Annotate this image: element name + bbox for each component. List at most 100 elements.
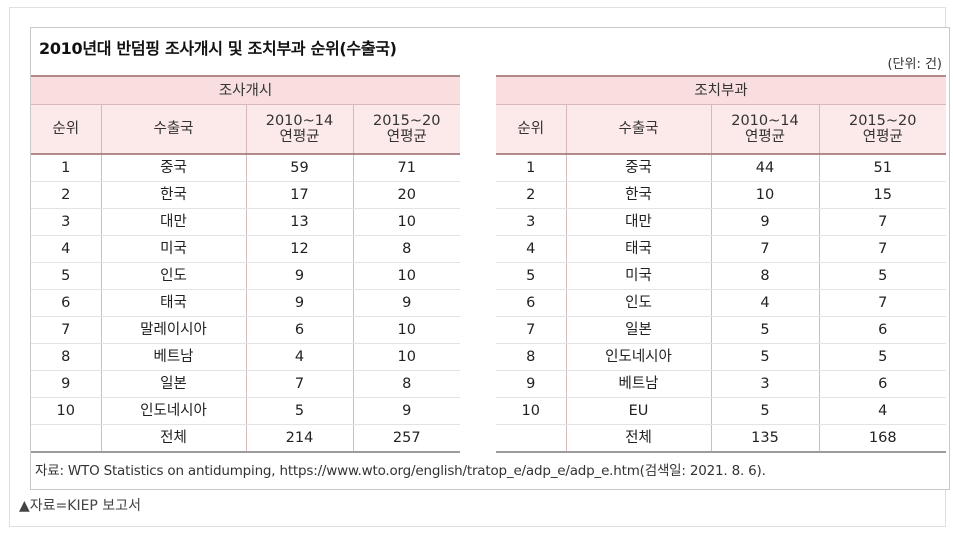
rank-cell: 6: [31, 289, 102, 317]
country-cell: 한국: [566, 181, 712, 209]
table-row: 7 말레이시아 6 10: [31, 316, 460, 344]
table-row: 2 한국 17 20: [31, 181, 460, 209]
value-2010-14-cell: 4: [711, 289, 820, 317]
group-header-row: 조치부과: [496, 75, 946, 105]
value-2015-20-cell: 4: [819, 397, 946, 425]
table-row: 6 태국 9 9: [31, 289, 460, 317]
country-header: 수출국: [101, 104, 247, 155]
total-2010-14-cell: 135: [711, 424, 820, 453]
rank-cell: 5: [496, 262, 567, 290]
total-row: 전체 135 168: [496, 424, 946, 453]
period-2015-20-header: 2015~20 연평균: [353, 104, 460, 155]
country-cell: EU: [566, 397, 712, 425]
rank-cell: 1: [496, 154, 567, 182]
period-2015-20-header: 2015~20 연평균: [819, 104, 946, 155]
column-header-row: 순위 수출국 2010~14 연평균 2015~20 연평균: [31, 104, 460, 155]
total-rank-cell: [31, 424, 102, 453]
table-row: 6 인도 4 7: [496, 289, 946, 317]
value-2010-14-cell: 44: [711, 154, 820, 182]
value-2015-20-cell: 5: [819, 343, 946, 371]
table-row: 5 미국 8 5: [496, 262, 946, 290]
country-cell: 일본: [566, 316, 712, 344]
value-2010-14-cell: 7: [711, 235, 820, 263]
country-cell: 인도네시아: [101, 397, 247, 425]
country-cell: 인도: [101, 262, 247, 290]
country-cell: 태국: [101, 289, 247, 317]
value-2010-14-cell: 17: [246, 181, 354, 209]
table-row: 7 일본 5 6: [496, 316, 946, 344]
rank-cell: 5: [31, 262, 102, 290]
country-cell: 인도네시아: [566, 343, 712, 371]
country-cell: 인도: [566, 289, 712, 317]
country-cell: 미국: [566, 262, 712, 290]
country-cell: 일본: [101, 370, 247, 398]
total-2010-14-cell: 214: [246, 424, 354, 453]
value-2010-14-cell: 10: [711, 181, 820, 209]
value-2015-20-cell: 7: [819, 208, 946, 236]
country-cell: 말레이시아: [101, 316, 247, 344]
total-row: 전체 214 257: [31, 424, 460, 453]
value-2015-20-cell: 10: [353, 262, 460, 290]
table-title: 2010년대 반덤핑 조사개시 및 조치부과 순위(수출국): [39, 39, 397, 58]
value-2010-14-cell: 12: [246, 235, 354, 263]
value-2015-20-cell: 51: [819, 154, 946, 182]
value-2015-20-cell: 20: [353, 181, 460, 209]
period-2010-14-header: 2010~14 연평균: [246, 104, 354, 155]
value-2010-14-cell: 13: [246, 208, 354, 236]
value-2010-14-cell: 7: [246, 370, 354, 398]
table-row: 4 미국 12 8: [31, 235, 460, 263]
value-2010-14-cell: 5: [711, 397, 820, 425]
table-row: 9 일본 7 8: [31, 370, 460, 398]
value-2010-14-cell: 9: [246, 262, 354, 290]
value-2015-20-cell: 9: [353, 289, 460, 317]
value-2010-14-cell: 59: [246, 154, 354, 182]
total-label: 전체: [566, 424, 712, 453]
table-panel: 2010년대 반덤핑 조사개시 및 조치부과 순위(수출국) (단위: 건) 조…: [30, 27, 950, 490]
unit-label: (단위: 건): [887, 57, 942, 72]
table-row: 2 한국 10 15: [496, 181, 946, 209]
rank-cell: 6: [496, 289, 567, 317]
country-header: 수출국: [566, 104, 712, 155]
total-2015-20-cell: 257: [353, 424, 460, 453]
value-2015-20-cell: 9: [353, 397, 460, 425]
table-row: 5 인도 9 10: [31, 262, 460, 290]
table-row: 4 태국 7 7: [496, 235, 946, 263]
value-2015-20-cell: 8: [353, 370, 460, 398]
rank-cell: 8: [31, 343, 102, 371]
value-2010-14-cell: 4: [246, 343, 354, 371]
table-row: 3 대만 13 10: [31, 208, 460, 236]
value-2010-14-cell: 9: [246, 289, 354, 317]
country-cell: 중국: [566, 154, 712, 182]
rank-cell: 3: [31, 208, 102, 236]
table-row: 1 중국 44 51: [496, 154, 946, 182]
table-row: 10 EU 5 4: [496, 397, 946, 425]
value-2010-14-cell: 5: [246, 397, 354, 425]
measures-table: 조치부과 순위 수출국 2010~14 연평균 2015~20 연평균 1 중국 44 51 2 한…: [496, 75, 946, 453]
country-cell: 베트남: [101, 343, 247, 371]
table-row: 9 베트남 3 6: [496, 370, 946, 398]
table-row: 3 대만 9 7: [496, 208, 946, 236]
total-label: 전체: [101, 424, 247, 453]
value-2010-14-cell: 9: [711, 208, 820, 236]
rank-cell: 8: [496, 343, 567, 371]
rank-cell: 9: [31, 370, 102, 398]
table-row: 10 인도네시아 5 9: [31, 397, 460, 425]
table-row: 8 인도네시아 5 5: [496, 343, 946, 371]
rank-header: 순위: [31, 104, 102, 155]
table-row: 1 중국 59 71: [31, 154, 460, 182]
value-2015-20-cell: 10: [353, 208, 460, 236]
value-2010-14-cell: 6: [246, 316, 354, 344]
rank-cell: 2: [496, 181, 567, 209]
value-2015-20-cell: 15: [819, 181, 946, 209]
value-2015-20-cell: 6: [819, 370, 946, 398]
country-cell: 대만: [101, 208, 247, 236]
value-2010-14-cell: 3: [711, 370, 820, 398]
group-header: 조사개시: [31, 75, 460, 105]
rank-cell: 3: [496, 208, 567, 236]
rank-cell: 10: [496, 397, 567, 425]
table-row: 8 베트남 4 10: [31, 343, 460, 371]
value-2010-14-cell: 5: [711, 316, 820, 344]
country-cell: 한국: [101, 181, 247, 209]
column-header-row: 순위 수출국 2010~14 연평균 2015~20 연평균: [496, 104, 946, 155]
total-rank-cell: [496, 424, 567, 453]
